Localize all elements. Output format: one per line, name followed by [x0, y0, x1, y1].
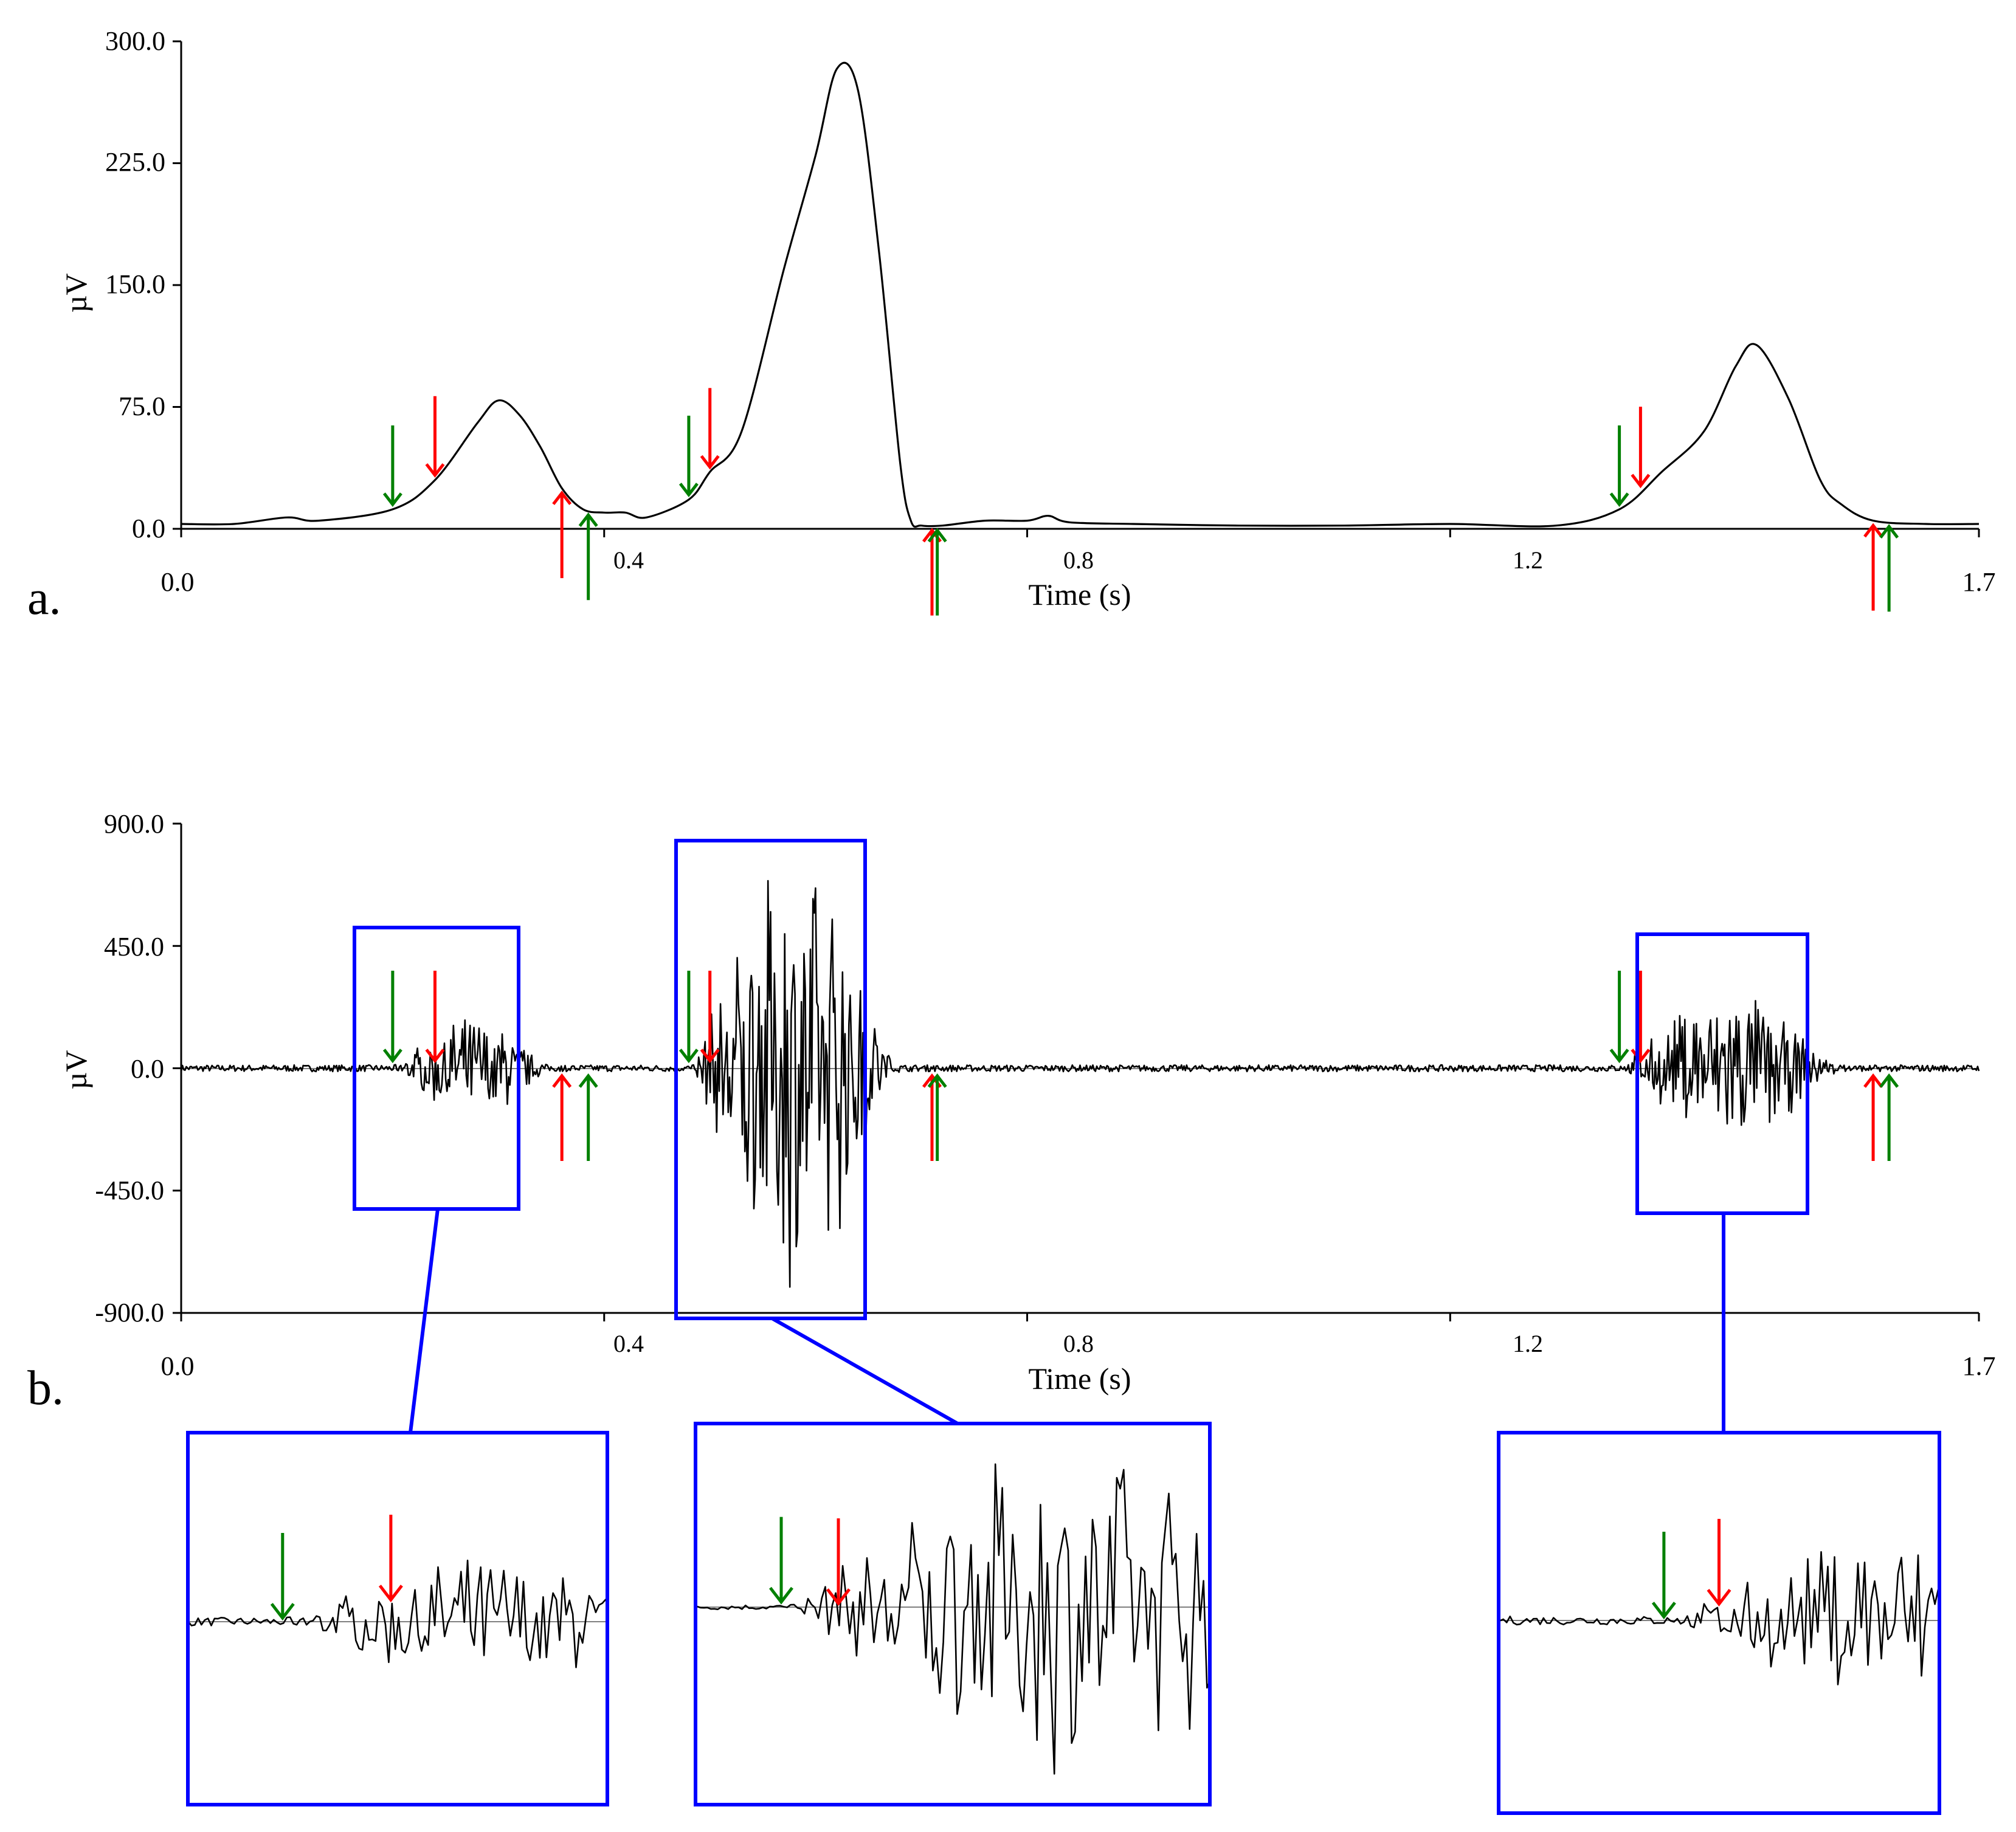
offset-marker-arrow [425, 396, 445, 478]
panel-b-x-tick-label: 0.8 [1063, 1330, 1094, 1357]
onset-marker-arrow [769, 1517, 793, 1605]
onset-marker-arrow [382, 425, 402, 508]
zoom-inset-2-signal [696, 1463, 1210, 1775]
panel-b-y-axis-title: µV [59, 1050, 93, 1090]
zoom-connector-1 [409, 1208, 440, 1433]
offset-marker-arrow [425, 971, 445, 1064]
panel-b-y-tick-label: 0.0 [131, 1054, 164, 1084]
panel-b-signal-line [180, 880, 1980, 1288]
panel-a-y-tick-label: 225.0 [105, 147, 165, 177]
zoom-inset-3-frame [1497, 1431, 1941, 1815]
onset-marker-arrow [578, 1073, 598, 1161]
onset-marker-arrow [678, 971, 699, 1064]
offset-marker-arrow [1707, 1518, 1731, 1607]
zoom-inset-3-signal [1499, 1551, 1939, 1686]
zoom-inset-1-signal [188, 1559, 607, 1668]
panel-b-x-axis-title: Time (s) [1028, 1362, 1131, 1396]
zoom-region-box-2 [674, 839, 867, 1320]
panel-a-x-tick-label: 0.0 [161, 567, 195, 597]
onset-marker-arrow [1879, 1073, 1899, 1161]
panel-a: 0.0 75.0 150.0 225.0 300.0 0.0 0.4 0.8 1… [27, 26, 1996, 625]
offset-marker-arrow [1631, 407, 1651, 489]
panel-b-y-tick-label: -450.0 [95, 1176, 164, 1205]
zoom-inset-2-frame [694, 1422, 1212, 1806]
panel-b-x-tick-label: 1.7 [1962, 1351, 1996, 1381]
offset-marker-arrow [700, 971, 720, 1064]
panel-a-y-tick-label: 300.0 [105, 26, 165, 56]
panel-b-y-tick-label: 450.0 [104, 932, 164, 962]
onset-marker-arrow [1879, 524, 1899, 612]
offset-marker-arrow [552, 491, 572, 579]
zoom-inset-1-frame [186, 1431, 609, 1806]
zoom-inset-1 [186, 1431, 609, 1806]
panel-a-x-axis-title: Time (s) [1028, 577, 1131, 611]
panel-b-y-tick-label: -900.0 [95, 1298, 164, 1328]
panel-a-markers [382, 388, 1899, 616]
zoom-inset-3-markers [1651, 1518, 1731, 1620]
panel-a-y-axis-title: µV [59, 274, 93, 313]
panel-b-x-tick-label: 1.2 [1513, 1330, 1543, 1357]
panel-b-ticks [173, 822, 1980, 1321]
panel-a-y-tick-label: 150.0 [105, 269, 165, 299]
panel-a-x-tick-label: 0.4 [613, 546, 644, 574]
onset-marker-arrow [270, 1533, 295, 1621]
onset-marker-arrow [927, 528, 947, 616]
onset-marker-arrow [1651, 1532, 1676, 1620]
onset-marker-arrow [678, 415, 699, 497]
panel-b-x-tick-label: 0.4 [613, 1330, 644, 1357]
panel-a-x-tick-label: 1.2 [1513, 546, 1543, 574]
offset-marker-arrow [378, 1515, 403, 1603]
panel-b-y-tick-label: 900.0 [104, 809, 164, 839]
offset-marker-arrow [552, 1073, 572, 1161]
panel-a-y-tick-label: 0.0 [132, 514, 165, 543]
offset-marker-arrow [826, 1518, 851, 1606]
onset-marker-arrow [1609, 971, 1629, 1064]
zoom-connector-2 [771, 1317, 959, 1425]
panel-a-ticks [173, 40, 1980, 537]
panel-a-x-tick-label: 1.7 [1962, 567, 1996, 597]
panel-a-label: a. [27, 571, 61, 625]
zoom-inset-2 [694, 1422, 1212, 1806]
panel-b: -900.0 -450.0 0.0 450.0 900.0 0.0 0.4 0.… [27, 809, 1996, 1815]
onset-marker-arrow [382, 971, 402, 1064]
onset-marker-arrow [927, 1073, 947, 1161]
zoom-inset-1-markers [270, 1515, 403, 1621]
panel-b-x-tick-label: 0.0 [161, 1351, 195, 1381]
onset-marker-arrow [578, 512, 598, 601]
panel-a-y-tick-label: 75.0 [119, 391, 165, 421]
panel-b-label: b. [27, 1362, 64, 1415]
offset-marker-arrow [1863, 1073, 1883, 1161]
onset-marker-arrow [1609, 425, 1629, 508]
offset-marker-arrow [1863, 523, 1883, 611]
offset-marker-arrow [700, 388, 720, 470]
panel-a-x-tick-label: 0.8 [1063, 546, 1094, 574]
zoom-inset-3 [1497, 1431, 1941, 1815]
panel-a-signal-line [181, 61, 1980, 528]
zoom-region-box-3 [1635, 932, 1809, 1215]
zoom-inset-2-markers [769, 1517, 851, 1606]
offset-marker-arrow [1631, 971, 1651, 1064]
panel-b-markers [382, 971, 1899, 1161]
